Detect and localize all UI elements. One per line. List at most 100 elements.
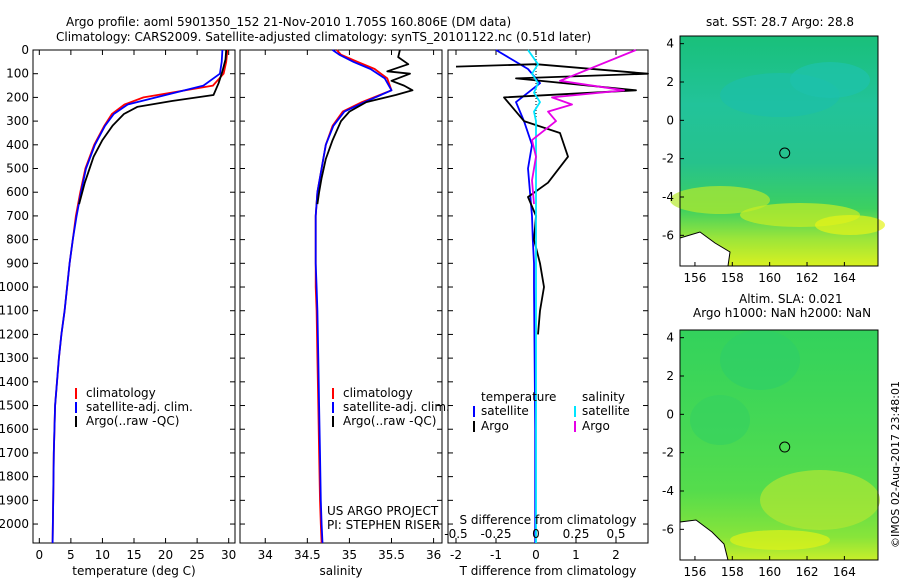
- sst-xtick-label: 164: [833, 271, 856, 285]
- depth-tick-label: 1800: [0, 470, 29, 484]
- temperature-series-satelliteadjclim: [51, 49, 224, 544]
- depth-tick-label: 1900: [0, 493, 29, 507]
- pi-label: PI: STEPHEN RISER: [327, 518, 440, 532]
- temperature-xlabel: temperature (deg C): [72, 564, 195, 578]
- salinity-series-satelliteadjclim: [314, 49, 393, 544]
- depth-tick-label: 1000: [0, 280, 29, 294]
- difference-xtick-label: -1: [490, 548, 502, 562]
- difference-xtick-label: 2: [612, 548, 620, 562]
- sla-field-patch: [720, 330, 800, 390]
- depth-tick-label: 500: [6, 162, 29, 176]
- sla-field-patch: [760, 470, 880, 530]
- sla-xtick-label: 158: [721, 565, 744, 579]
- depth-tick-label: 100: [6, 67, 29, 81]
- depth-tick-label: 200: [6, 90, 29, 104]
- salinity-frame: [239, 49, 443, 544]
- difference-series-argo-S: [531, 49, 637, 205]
- sla-ytick-label: -6: [662, 522, 674, 536]
- diff-s-tick-label: 0: [532, 527, 540, 541]
- sst-xtick-label: 158: [721, 271, 744, 285]
- temperature-xtick-label: 25: [189, 548, 204, 562]
- sla-ytick-label: -4: [662, 484, 674, 498]
- salinity-xtick-label: 34: [258, 548, 273, 562]
- salinity-legend-label: Argo(..raw -QC): [343, 414, 436, 428]
- temperature-xtick-label: 15: [126, 548, 141, 562]
- depth-tick-label: 700: [6, 209, 29, 223]
- diff-s-tick-label: 0.25: [563, 527, 590, 541]
- salinity-xtick-label: 35: [342, 548, 357, 562]
- sst-xtick-label: 160: [758, 271, 781, 285]
- temperature-legend-label: Argo(..raw -QC): [86, 414, 179, 428]
- salinity-series-climatology: [314, 49, 393, 544]
- depth-tick-label: 400: [6, 138, 29, 152]
- temperature-legend-label: satellite-adj. clim.: [86, 400, 193, 414]
- diff-s-title: S difference from climatology: [460, 513, 637, 527]
- sla-profile-marker: [779, 441, 791, 453]
- sla-xtick-label: 156: [683, 565, 706, 579]
- temperature-frame: [32, 49, 236, 544]
- sst-ytick-label: 2: [666, 75, 674, 89]
- depth-tick-label: 1200: [0, 327, 29, 341]
- sst-field-patch: [670, 186, 770, 214]
- difference-series-satellite-S: [527, 49, 541, 543]
- sla-ytick-label: -2: [662, 446, 674, 460]
- depth-tick-label: 900: [6, 256, 29, 270]
- salinity-legend-label: satellite-adj. clim.: [343, 400, 450, 414]
- sla-ytick-label: 2: [666, 369, 674, 383]
- sla-xtick-label: 160: [758, 565, 781, 579]
- temperature-legend-label: climatology: [86, 386, 156, 400]
- diff-legend-label: satellite: [481, 404, 529, 418]
- sla-frame: [679, 329, 879, 561]
- temperature-xtick-label: 0: [35, 548, 43, 562]
- sst-profile-marker: [779, 147, 791, 159]
- diff-s-tick-label: 0.5: [606, 527, 625, 541]
- temperature-xtick-label: 20: [158, 548, 173, 562]
- sla-xtick-label: 164: [833, 565, 856, 579]
- difference-xtick-label: 1: [572, 548, 580, 562]
- salinity-xlabel: salinity: [319, 564, 362, 578]
- sst-frame: [679, 35, 879, 267]
- difference-xlabel: T difference from climatology: [459, 564, 637, 578]
- sst-map: [670, 35, 885, 267]
- project-label: US ARGO PROJECT: [327, 504, 439, 518]
- depth-tick-label: 1100: [0, 304, 29, 318]
- sla-xtick-label: 162: [796, 565, 819, 579]
- diff-legend-label: Argo: [481, 419, 509, 433]
- depth-tick-label: 0: [21, 43, 29, 57]
- sst-xtick-label: 162: [796, 271, 819, 285]
- depth-tick-label: 1400: [0, 375, 29, 389]
- sst-ytick-label: -4: [662, 190, 674, 204]
- diff-legend-label: satellite: [582, 404, 630, 418]
- diff-legend-label: Argo: [582, 419, 610, 433]
- diff-s-tick-label: -0.5: [444, 527, 467, 541]
- diff-s-tick-label: -0.25: [480, 527, 511, 541]
- depth-tick-label: 300: [6, 114, 29, 128]
- diff-legend-sal-header: salinity: [582, 390, 625, 404]
- depth-tick-label: 1700: [0, 446, 29, 460]
- depth-tick-label: 1300: [0, 351, 29, 365]
- sst-map-title: sat. SST: 28.7 Argo: 28.8: [706, 15, 855, 29]
- temperature-xtick-label: 5: [67, 548, 75, 562]
- temperature-series-argorawqc: [78, 49, 228, 205]
- header-line-2: Climatology: CARS2009. Satellite-adjuste…: [56, 30, 592, 44]
- sla-field-patch: [690, 395, 750, 445]
- imos-credit: ©IMOS 02-Aug-2017 23:48:01: [889, 381, 900, 548]
- sst-xtick-label: 156: [683, 271, 706, 285]
- salinity-xtick-label: 35.5: [378, 548, 405, 562]
- temperature-series-climatology: [51, 49, 229, 544]
- salinity-xtick-label: 36: [426, 548, 441, 562]
- depth-tick-label: 800: [6, 233, 29, 247]
- sst-ytick-label: 0: [666, 113, 674, 127]
- depth-tick-label: 2000: [0, 517, 29, 531]
- temperature-xtick-label: 30: [221, 548, 236, 562]
- difference-frame: [447, 49, 649, 544]
- sla-ytick-label: 0: [666, 407, 674, 421]
- sst-field-patch: [815, 215, 885, 235]
- difference-xtick-label: -2: [450, 548, 462, 562]
- salinity-xtick-label: 34.5: [294, 548, 321, 562]
- sst-ytick-label: 4: [666, 37, 674, 51]
- salinity-legend-label: climatology: [343, 386, 413, 400]
- sst-field-patch: [790, 62, 870, 98]
- difference-series-argo-T: [455, 63, 649, 335]
